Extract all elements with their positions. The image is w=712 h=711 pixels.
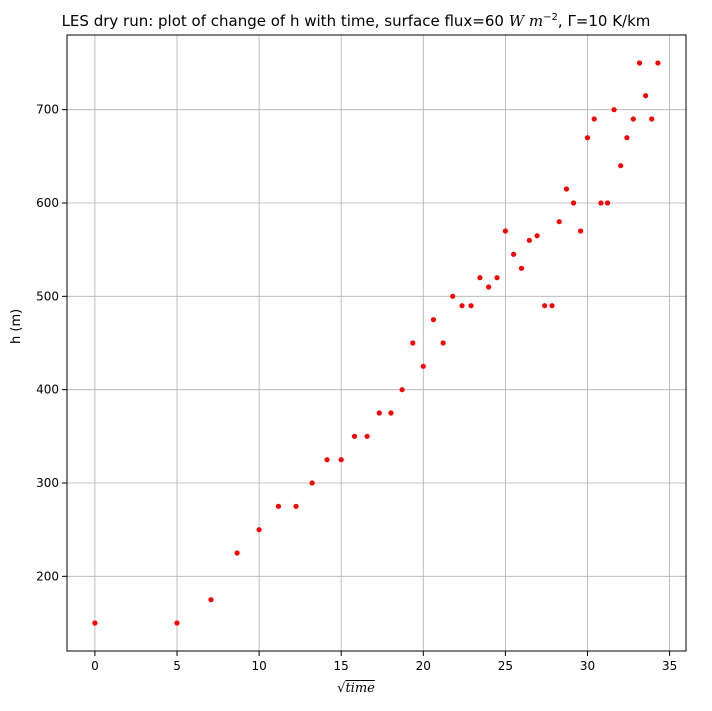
data-point bbox=[234, 550, 240, 556]
title-suffix: , Γ=10 K/km bbox=[557, 12, 651, 30]
data-point bbox=[570, 200, 577, 206]
y-tick-label: 400 bbox=[36, 383, 59, 397]
x-tick-label: 30 bbox=[580, 659, 595, 673]
x-tick-label: 5 bbox=[173, 659, 181, 673]
x-tick-label: 25 bbox=[498, 659, 513, 673]
data-point bbox=[526, 237, 532, 243]
x-tick-label: 35 bbox=[662, 659, 677, 673]
y-tick-label: 300 bbox=[36, 476, 59, 490]
data-point bbox=[630, 116, 636, 122]
data-points bbox=[92, 60, 661, 626]
data-point bbox=[440, 340, 446, 346]
data-point bbox=[510, 251, 517, 257]
plot-frame bbox=[66, 34, 687, 652]
data-point bbox=[410, 340, 416, 346]
data-point bbox=[459, 303, 465, 309]
data-point bbox=[584, 135, 591, 141]
data-point bbox=[549, 303, 555, 309]
data-point bbox=[542, 303, 548, 309]
y-tick-label: 500 bbox=[36, 289, 59, 303]
data-point bbox=[611, 107, 617, 113]
x-axis-label: √time bbox=[0, 681, 712, 696]
x-axis-label-var: time bbox=[345, 681, 375, 696]
data-point bbox=[655, 60, 661, 66]
data-point bbox=[275, 503, 282, 509]
data-point bbox=[351, 433, 358, 439]
data-point bbox=[624, 135, 630, 141]
x-tick-label: 20 bbox=[416, 659, 431, 673]
data-point bbox=[376, 410, 382, 416]
data-point bbox=[174, 620, 180, 626]
title-unit: W m bbox=[508, 12, 544, 30]
title-exponent: −2 bbox=[543, 12, 558, 23]
x-tick-label: 10 bbox=[251, 659, 266, 673]
chart-title: LES dry run: plot of change of h with ti… bbox=[0, 12, 712, 30]
data-point bbox=[92, 620, 98, 626]
data-point bbox=[649, 116, 655, 122]
data-point bbox=[477, 275, 483, 281]
data-point bbox=[309, 480, 315, 486]
data-point bbox=[636, 60, 643, 66]
data-point bbox=[324, 457, 330, 463]
data-point bbox=[450, 293, 456, 299]
data-point bbox=[364, 433, 370, 439]
data-point bbox=[598, 200, 604, 206]
data-point bbox=[388, 410, 394, 416]
data-point bbox=[293, 503, 299, 509]
data-point bbox=[591, 116, 597, 122]
x-tick-label: 15 bbox=[334, 659, 349, 673]
data-point bbox=[494, 275, 500, 281]
y-tick-label: 700 bbox=[36, 103, 59, 117]
x-tick-label: 0 bbox=[91, 659, 99, 673]
y-axis-label: h (m) bbox=[9, 308, 24, 344]
data-point bbox=[256, 527, 262, 533]
data-point bbox=[577, 228, 584, 234]
y-tick-label: 600 bbox=[36, 196, 59, 210]
data-point bbox=[502, 228, 508, 234]
data-point bbox=[618, 163, 624, 169]
data-point bbox=[486, 284, 492, 290]
grid bbox=[67, 35, 686, 651]
data-point bbox=[518, 265, 525, 271]
y-tick-label: 200 bbox=[36, 569, 59, 583]
data-point bbox=[338, 457, 344, 463]
data-point bbox=[604, 200, 611, 206]
data-point bbox=[643, 93, 649, 99]
title-prefix: LES dry run: plot of change of h with ti… bbox=[61, 12, 509, 30]
data-point bbox=[556, 219, 562, 225]
data-point bbox=[563, 186, 570, 192]
data-point bbox=[420, 363, 426, 369]
x-axis-label-sqrt: √ bbox=[337, 681, 346, 696]
data-point bbox=[208, 597, 214, 603]
data-point bbox=[468, 303, 474, 309]
axis-ticks: 0 5 10 15 20 25 30 35 200 300 400 500 600 700 bbox=[36, 103, 677, 673]
data-point bbox=[399, 387, 405, 393]
data-point bbox=[430, 317, 437, 323]
data-point bbox=[534, 233, 540, 239]
